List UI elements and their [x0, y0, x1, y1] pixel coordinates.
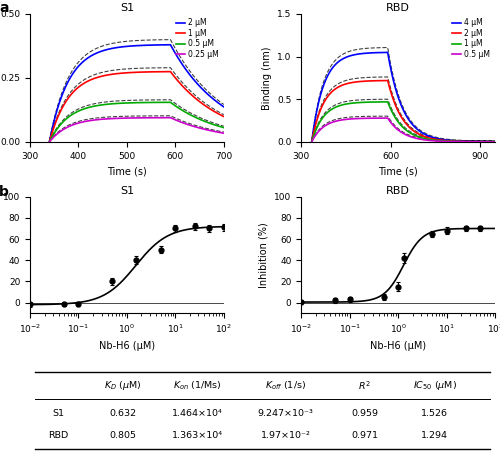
Text: RBD: RBD: [48, 431, 68, 439]
Title: RBD: RBD: [386, 186, 410, 196]
Legend: 4 μM, 2 μM, 1 μM, 0.5 μM: 4 μM, 2 μM, 1 μM, 0.5 μM: [452, 18, 491, 60]
Text: $K_{off}$ (1/s): $K_{off}$ (1/s): [265, 379, 306, 392]
Y-axis label: Binding (nm): Binding (nm): [262, 46, 272, 110]
Legend: 2 μM, 1 μM, 0.5 μM, 0.25 μM: 2 μM, 1 μM, 0.5 μM, 0.25 μM: [176, 18, 220, 60]
X-axis label: Nb-H6 (μM): Nb-H6 (μM): [370, 341, 426, 351]
Title: S1: S1: [120, 186, 134, 196]
Text: $IC_{50}$ ($\mu$M): $IC_{50}$ ($\mu$M): [412, 379, 457, 392]
X-axis label: Time (s): Time (s): [378, 166, 418, 176]
Text: $R^2$: $R^2$: [358, 379, 371, 392]
Text: 1.97×10⁻²: 1.97×10⁻²: [261, 431, 310, 439]
Text: $K_D$ ($\mu$M): $K_D$ ($\mu$M): [104, 379, 142, 392]
Text: 1.526: 1.526: [421, 409, 448, 418]
Text: a: a: [0, 1, 8, 15]
Text: 9.247×10⁻³: 9.247×10⁻³: [258, 409, 314, 418]
Y-axis label: Inhibition (%): Inhibition (%): [258, 222, 268, 288]
Title: S1: S1: [120, 3, 134, 13]
Text: $K_{on}$ (1/Ms): $K_{on}$ (1/Ms): [173, 379, 222, 392]
Text: 0.805: 0.805: [110, 431, 136, 439]
X-axis label: Time (s): Time (s): [107, 166, 147, 176]
Title: RBD: RBD: [386, 3, 410, 13]
Text: 1.464×10⁴: 1.464×10⁴: [172, 409, 223, 418]
Text: 0.959: 0.959: [352, 409, 378, 418]
X-axis label: Nb-H6 (μM): Nb-H6 (μM): [99, 341, 155, 351]
Text: 0.971: 0.971: [352, 431, 378, 439]
Text: S1: S1: [52, 409, 64, 418]
Text: 1.363×10⁴: 1.363×10⁴: [172, 431, 223, 439]
Text: b: b: [0, 185, 9, 199]
Text: 0.632: 0.632: [110, 409, 136, 418]
Text: 1.294: 1.294: [421, 431, 448, 439]
